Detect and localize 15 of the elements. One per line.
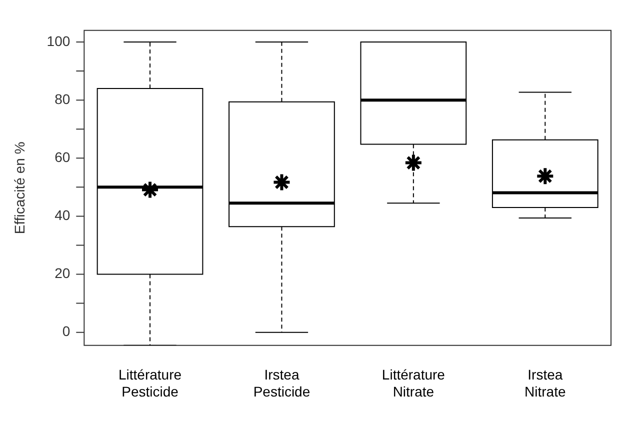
y-tick-label: 0 xyxy=(62,323,70,340)
y-tick-label: 60 xyxy=(54,149,70,165)
y-tick-label: 80 xyxy=(54,90,70,107)
y-tick-label: 40 xyxy=(54,207,70,224)
y-tick-label: 100 xyxy=(46,32,70,49)
y-tick-label: 20 xyxy=(54,265,70,282)
point xyxy=(272,172,292,192)
point xyxy=(140,180,160,200)
x-tick-label: Littérature Nitrate xyxy=(382,366,446,400)
x-tick-label: Irstea Nitrate xyxy=(524,366,566,400)
point xyxy=(404,153,423,172)
x-tick-label: Irstea Pesticide xyxy=(253,366,310,400)
y-axis-title: Efficacité en % xyxy=(11,142,28,234)
point xyxy=(536,166,555,186)
x-tick-label: Littérature Pesticide xyxy=(118,366,182,400)
